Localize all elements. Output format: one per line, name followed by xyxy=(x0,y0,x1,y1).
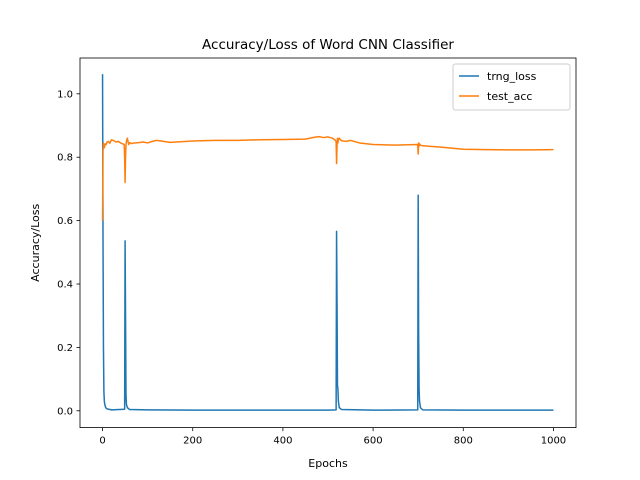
x-axis-label: Epochs xyxy=(308,457,348,470)
x-tick-label: 200 xyxy=(183,436,202,447)
series-line-test-acc xyxy=(101,135,554,221)
plot-frame xyxy=(79,57,577,429)
legend-label-test-acc: test_acc xyxy=(487,90,532,103)
plot-marks xyxy=(101,74,554,411)
y-tick-label: 0.8 xyxy=(57,153,73,164)
y-axis-label: Accuracy/Loss xyxy=(29,204,42,282)
series-line-trng-loss xyxy=(101,74,554,411)
chart-title: Accuracy/Loss of Word CNN Classifier xyxy=(202,37,454,53)
x-tick-label: 600 xyxy=(364,436,383,447)
y-tick-label: 0.2 xyxy=(57,343,73,354)
y-tick-label: 0.6 xyxy=(57,216,73,227)
x-tick-label: 0 xyxy=(99,436,105,447)
x-tick-label: 800 xyxy=(454,436,473,447)
legend-box xyxy=(452,63,571,111)
legend: trng_loss test_acc xyxy=(452,63,571,111)
y-axis: 0.0 0.2 0.4 0.6 0.8 1.0 xyxy=(57,89,80,417)
x-tick-label: 400 xyxy=(273,436,292,447)
y-tick-label: 0.4 xyxy=(57,280,73,291)
y-tick-label: 0.0 xyxy=(57,406,73,417)
legend-label-trng-loss: trng_loss xyxy=(487,70,537,83)
x-tick-label: 1000 xyxy=(541,436,566,447)
x-axis: 0 200 400 600 800 1000 xyxy=(99,427,566,447)
y-tick-label: 1.0 xyxy=(57,89,73,100)
